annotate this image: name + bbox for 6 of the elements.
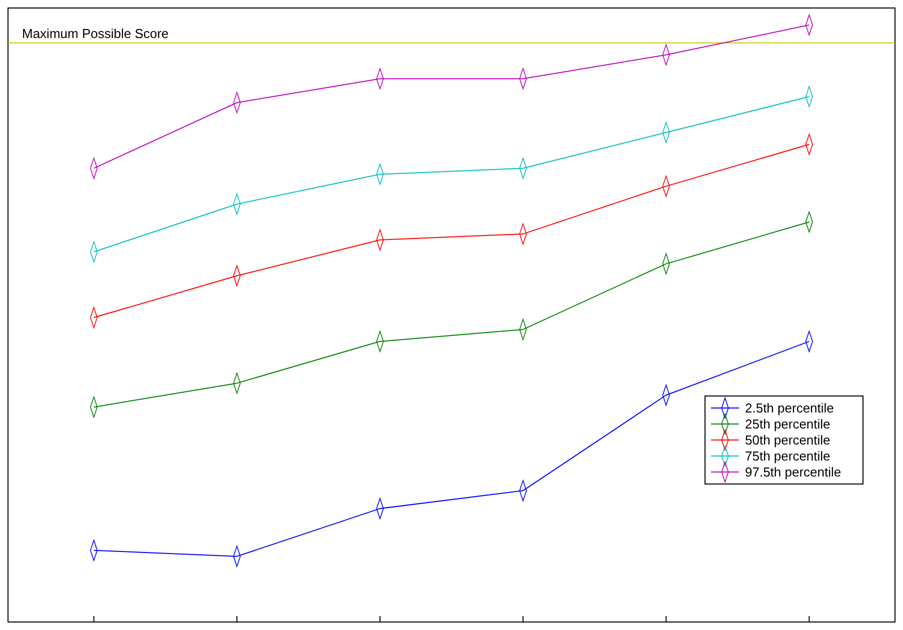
legend-label: 75th percentile: [745, 448, 830, 464]
legend-label: 2.5th percentile: [745, 400, 834, 416]
legend-label: 97.5th percentile: [745, 464, 842, 480]
ref-line-label: Maximum Possible Score: [22, 26, 169, 41]
legend-label: 25th percentile: [745, 416, 830, 432]
legend-label: 50th percentile: [745, 432, 830, 448]
